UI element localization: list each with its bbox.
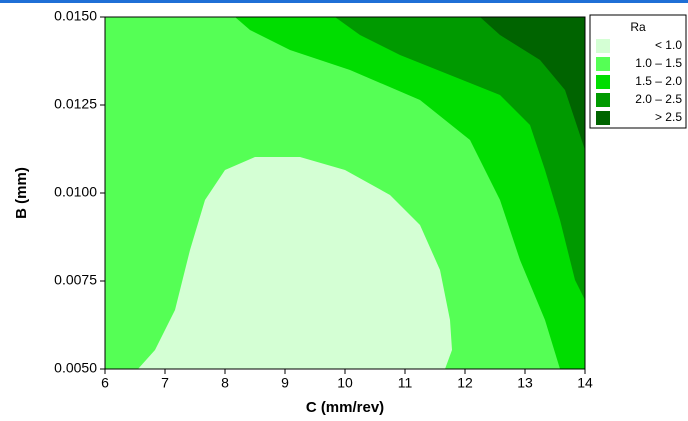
contour-region [335,17,585,300]
legend-label: > 2.5 [655,110,682,124]
legend-label: 2.0 – 2.5 [635,92,682,106]
legend-swatch [596,57,610,71]
x-tick-label: 11 [398,375,413,391]
contour-region [138,157,452,369]
legend-swatch [596,39,610,53]
x-axis-title: C (mm/rev) [306,399,384,416]
y-tick-label: 0.0050 [54,360,97,376]
y-tick-label: 0.0125 [54,96,97,112]
x-tick-label: 6 [101,375,109,391]
contour-regions [105,17,585,369]
x-tick-label: 7 [161,375,169,391]
y-tick-label: 0.0100 [54,184,97,200]
contour-region [480,17,585,150]
legend-box [589,14,687,129]
x-tick-label: 12 [457,375,473,391]
y-tick-label: 0.0075 [54,272,97,288]
x-tick-label: 14 [577,375,593,391]
legend-label: 1.0 – 1.5 [635,56,682,70]
legend-label: 1.5 – 2.0 [635,74,682,88]
legend-swatch [596,93,610,107]
legend-title: Ra [630,20,646,34]
top-bar [0,0,688,3]
contour-region [235,17,585,369]
legend-swatch [596,75,610,89]
x-tick-label: 9 [281,375,289,391]
x-tick-label: 10 [337,375,353,391]
y-axis-title: B (mm) [13,167,30,219]
x-tick-label: 8 [221,375,229,391]
legend-label: < 1.0 [655,38,682,52]
y-tick-label: 0.0150 [54,8,97,24]
legend-swatch [596,111,610,125]
x-tick-label: 13 [517,375,533,391]
